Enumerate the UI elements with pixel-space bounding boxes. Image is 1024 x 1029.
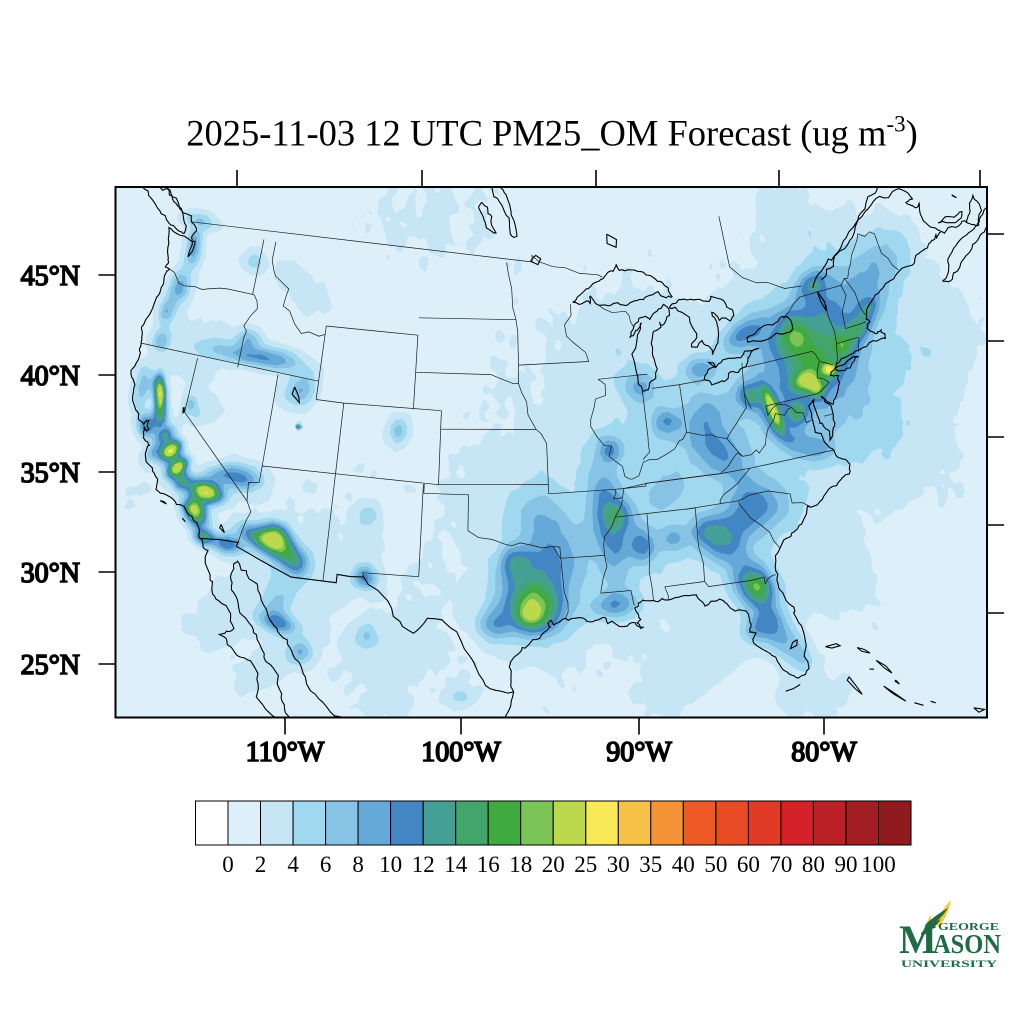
svg-text:35: 35 [639, 852, 662, 877]
svg-text:4: 4 [287, 852, 299, 877]
svg-text:90°W: 90°W [606, 737, 672, 768]
svg-text:0: 0 [222, 852, 234, 877]
svg-text:8: 8 [352, 852, 364, 877]
svg-text:18: 18 [509, 852, 532, 877]
svg-text:20: 20 [542, 852, 565, 877]
svg-text:2: 2 [255, 852, 267, 877]
svg-text:M: M [899, 917, 937, 962]
svg-text:UNIVERSITY: UNIVERSITY [901, 959, 998, 969]
svg-text:70: 70 [769, 852, 792, 877]
svg-text:45°N: 45°N [21, 261, 80, 292]
svg-text:100°W: 100°W [421, 737, 501, 768]
svg-text:40°N: 40°N [21, 361, 80, 392]
svg-text:40: 40 [672, 852, 695, 877]
svg-text:2025-11-03 12 UTC PM25_OM Fore: 2025-11-03 12 UTC PM25_OM Forecast (ug m… [186, 112, 918, 154]
svg-text:60: 60 [737, 852, 760, 877]
svg-text:30: 30 [607, 852, 630, 877]
svg-text:30°N: 30°N [21, 558, 80, 589]
svg-text:16: 16 [477, 852, 500, 877]
svg-text:GEORGE: GEORGE [938, 922, 999, 933]
svg-text:80°W: 80°W [791, 737, 857, 768]
svg-text:90: 90 [835, 852, 858, 877]
svg-text:25°N: 25°N [21, 650, 80, 681]
svg-text:25: 25 [574, 852, 597, 877]
svg-text:50: 50 [704, 852, 727, 877]
svg-text:110°W: 110°W [246, 737, 325, 768]
svg-text:35°N: 35°N [21, 458, 80, 489]
svg-text:6: 6 [320, 852, 332, 877]
svg-text:12: 12 [412, 852, 435, 877]
svg-text:10: 10 [379, 852, 402, 877]
svg-text:80: 80 [802, 852, 825, 877]
svg-text:14: 14 [444, 852, 468, 877]
svg-text:ASON: ASON [933, 929, 1001, 959]
svg-text:100: 100 [861, 852, 896, 877]
